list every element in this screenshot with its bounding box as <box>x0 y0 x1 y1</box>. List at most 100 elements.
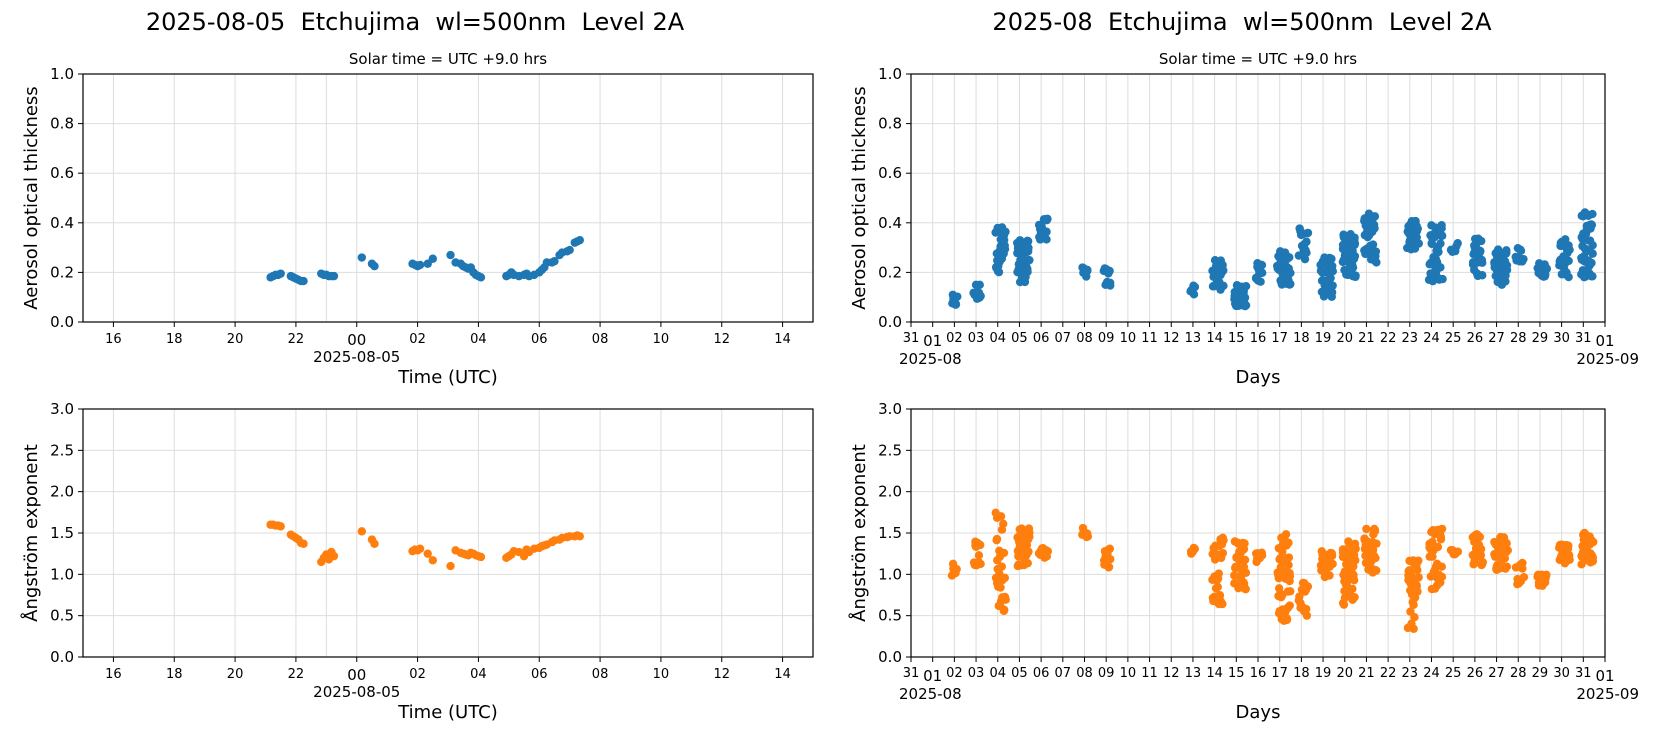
x-tick-label: 16 <box>105 332 122 347</box>
data-point <box>1478 271 1487 280</box>
data-point <box>975 540 985 550</box>
day-cluster <box>1273 530 1295 625</box>
data-point <box>1475 532 1485 542</box>
data-point <box>1371 553 1380 563</box>
data-point <box>1300 254 1310 264</box>
data-point <box>1475 247 1485 256</box>
day-cluster <box>1294 578 1313 620</box>
day-cluster <box>1230 281 1251 311</box>
data-point <box>1436 263 1445 272</box>
data-point <box>446 250 455 260</box>
x-tick-label: 14 <box>1206 666 1223 681</box>
x-tick-label: 30 <box>1553 666 1570 681</box>
day-cluster <box>1490 245 1512 289</box>
data-point <box>1024 547 1033 556</box>
data-point <box>276 269 285 278</box>
data-point <box>1241 282 1251 291</box>
y-axis-label: Aerosol optical thickness <box>21 86 42 309</box>
day-cluster <box>1360 209 1381 267</box>
x-tick-label: 06 <box>1033 331 1050 346</box>
data-point <box>976 291 985 301</box>
data-point <box>1302 248 1311 257</box>
x-axis-label: Time (UTC) <box>397 367 498 388</box>
y-tick-label: 0.2 <box>50 263 74 281</box>
data-point <box>1105 266 1114 276</box>
x-tick-label: 06 <box>531 667 548 682</box>
daily-angstrom-panel: 0.0 0.5 1.0 1.5 2.0 2.5 3.0 16 18 20 22 00 02 04 06 08 1… <box>20 400 814 723</box>
subplot-subtitle: Solar time = UTC +9.0 hrs <box>1159 50 1357 68</box>
data-point <box>1284 560 1293 570</box>
data-point <box>1230 571 1239 580</box>
y-tick-label: 0.6 <box>50 164 74 182</box>
day-cluster <box>1012 236 1034 287</box>
day-cluster <box>1338 230 1360 282</box>
data-point <box>996 512 1006 521</box>
day-cluster <box>1577 528 1598 569</box>
x-tick-label: 02 <box>946 666 963 681</box>
data-point <box>329 551 339 561</box>
x-tick-label: 17 <box>1271 331 1288 346</box>
data-point <box>1413 587 1422 596</box>
x-tick-label: 27 <box>1488 331 1505 346</box>
data-point <box>1023 237 1033 246</box>
y-tick-label: 0.8 <box>878 115 902 133</box>
x-tick-label: 09 <box>1098 331 1115 346</box>
start-date-label: 2025-08 <box>899 685 962 703</box>
x-tick-label: 21 <box>1358 331 1375 346</box>
end-date-label: 2025-09 <box>1576 350 1639 368</box>
x-tick-label: 21 <box>1358 666 1375 681</box>
data-point <box>1219 266 1228 275</box>
x-tick-label: 28 <box>1510 331 1527 346</box>
data-point <box>1436 239 1445 248</box>
data-point <box>1501 277 1510 286</box>
data-point <box>1437 572 1447 582</box>
data-point <box>1285 253 1294 262</box>
data-point <box>1588 209 1597 219</box>
data-point <box>357 527 367 536</box>
x-tick-label: 29 <box>1532 666 1549 681</box>
data-point <box>423 549 432 558</box>
data-point <box>1000 573 1010 583</box>
x-tick-label: 08 <box>1076 331 1093 346</box>
x-tick-label: 10 <box>1120 666 1137 681</box>
day-cluster <box>1013 524 1034 571</box>
x-tick-label: 25 <box>1445 666 1462 681</box>
data-point <box>1414 239 1423 248</box>
day-cluster <box>1490 532 1513 575</box>
data-point <box>415 544 425 553</box>
y-tick-label: 2.5 <box>50 441 74 459</box>
data-point <box>1349 576 1359 585</box>
data-point <box>1413 565 1422 575</box>
monthly-aod-panel: 0.00.20.40.60.81.031 01 02 03 04 05 06 07 08 09 10… <box>849 50 1639 388</box>
data-point <box>1241 301 1251 310</box>
x-tick-label: 23 <box>1402 331 1419 346</box>
x-tick-label: 26 <box>1467 666 1484 681</box>
data-point <box>1189 290 1199 299</box>
day-cluster <box>1424 220 1447 286</box>
data-point <box>1302 611 1312 620</box>
day-cluster <box>1273 247 1295 289</box>
data-point <box>1478 558 1488 567</box>
data-point <box>1434 247 1443 257</box>
y-tick-label: 1.0 <box>878 65 902 83</box>
data-point <box>1257 260 1267 270</box>
y-tick-label: 1.5 <box>50 524 74 542</box>
x-axis-label: Time (UTC) <box>397 702 498 723</box>
y-tick-label: 2.5 <box>878 441 902 459</box>
data-point <box>1348 263 1358 272</box>
x-tick-label: 14 <box>774 332 791 347</box>
data-point <box>1502 261 1512 270</box>
data-point <box>299 539 308 548</box>
x-tick-label: 20 <box>1336 331 1353 346</box>
data-point <box>1564 272 1573 282</box>
x-tick-label: 00 <box>347 666 366 684</box>
x-tick-label: 01 <box>923 332 942 350</box>
data-point <box>1286 587 1295 596</box>
x-tick-label: 01 <box>923 667 942 685</box>
data-point <box>550 257 559 266</box>
y-axis-label: Ångström exponent <box>20 444 42 622</box>
x-tick-label: 19 <box>1315 666 1332 681</box>
day-cluster <box>1186 543 1200 558</box>
data-point <box>999 548 1009 558</box>
data-point <box>1302 604 1311 614</box>
